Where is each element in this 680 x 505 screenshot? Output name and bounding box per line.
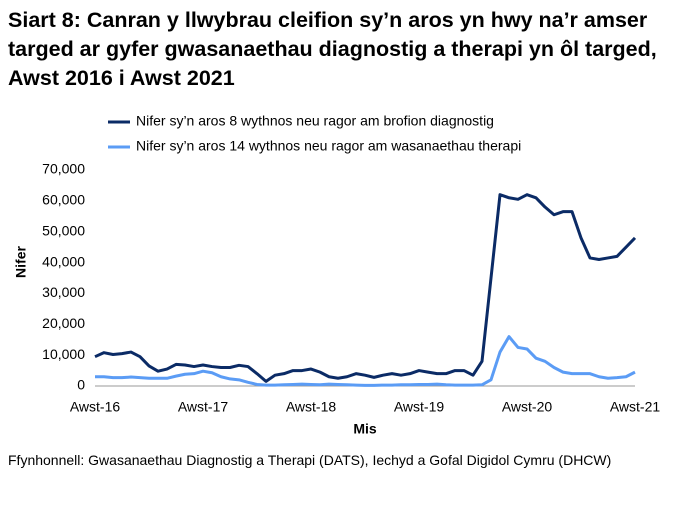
y-tick-label: 40,000 <box>42 253 85 269</box>
legend-label: Nifer sy’n aros 8 wythnos neu ragor am b… <box>136 113 494 129</box>
x-tick-label: Awst-18 <box>286 399 337 415</box>
y-tick-label: 60,000 <box>42 192 85 208</box>
y-tick-label: 70,000 <box>42 161 85 177</box>
y-axis-label: Nifer <box>13 246 29 278</box>
source-note: Ffynhonnell: Gwasanaethau Diagnostig a T… <box>8 452 612 468</box>
y-tick-label: 20,000 <box>42 315 85 331</box>
x-tick-label: Awst-19 <box>394 399 445 415</box>
y-tick-label: 0 <box>77 377 85 393</box>
series-line <box>95 335 636 387</box>
x-tick-label: Awst-16 <box>70 399 121 415</box>
y-tick-label: 50,000 <box>42 222 85 238</box>
y-tick-label: 10,000 <box>42 346 85 362</box>
x-tick-label: Awst-20 <box>502 399 553 415</box>
x-axis-label: Mis <box>353 421 377 437</box>
x-tick-label: Awst-17 <box>178 399 229 415</box>
chart-title: Siart 8: Canran y llwybrau cleifion sy’n… <box>8 8 657 90</box>
x-tick-label: Awst-21 <box>610 399 661 415</box>
series-line <box>94 193 637 383</box>
legend-label: Nifer sy’n aros 14 wythnos neu ragor am … <box>136 138 521 154</box>
y-tick-label: 30,000 <box>42 284 85 300</box>
